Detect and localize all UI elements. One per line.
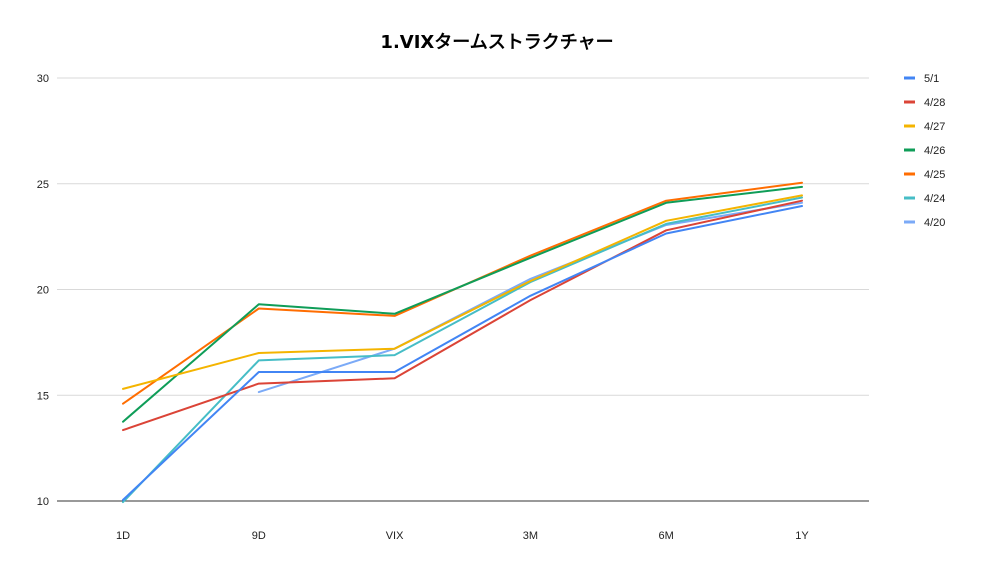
y-axis-ticks: 10 15 20 25 30 xyxy=(37,73,49,508)
series-line-4-26 xyxy=(122,185,803,423)
legend-item: 4/25 xyxy=(904,169,945,181)
series-line-4-20 xyxy=(257,201,803,394)
legend-item: 4/24 xyxy=(904,193,945,205)
chart-title: 1.VIXタームストラクチャー xyxy=(380,32,613,53)
legend-label: 4/20 xyxy=(924,217,945,229)
y-tick-label: 25 xyxy=(37,179,49,191)
series-line-4-27 xyxy=(122,194,803,390)
series-line-4-25 xyxy=(122,181,803,405)
x-axis-ticks: 1D 9D VIX 3M 6M 1Y xyxy=(116,530,809,542)
legend-label: 4/28 xyxy=(924,97,945,109)
legend-label: 4/26 xyxy=(924,145,945,157)
series-lines xyxy=(122,181,803,504)
legend-label: 4/24 xyxy=(924,193,945,205)
series-line-4-24 xyxy=(122,196,803,504)
series-line-4-28 xyxy=(122,199,803,432)
x-tick-label: 9D xyxy=(252,530,266,542)
legend-item: 5/1 xyxy=(904,73,939,85)
x-tick-label: 6M xyxy=(659,530,674,542)
grid-lines xyxy=(57,77,869,502)
legend-label: 4/25 xyxy=(924,169,945,181)
x-tick-label: VIX xyxy=(386,530,404,542)
y-tick-label: 15 xyxy=(37,390,49,402)
legend: 5/1 4/28 4/27 4/26 4/25 4/24 4/20 xyxy=(904,73,945,229)
legend-item: 4/27 xyxy=(904,121,945,133)
legend-item: 4/26 xyxy=(904,145,945,157)
series-line-5-1 xyxy=(122,205,803,501)
y-tick-label: 10 xyxy=(37,496,49,508)
y-tick-label: 30 xyxy=(37,73,49,85)
x-tick-label: 1D xyxy=(116,530,130,542)
legend-item: 4/28 xyxy=(904,97,945,109)
legend-label: 4/27 xyxy=(924,121,945,133)
legend-label: 5/1 xyxy=(924,73,939,85)
legend-item: 4/20 xyxy=(904,217,945,229)
x-tick-label: 1Y xyxy=(795,530,809,542)
x-tick-label: 3M xyxy=(523,530,538,542)
y-tick-label: 20 xyxy=(37,285,49,297)
